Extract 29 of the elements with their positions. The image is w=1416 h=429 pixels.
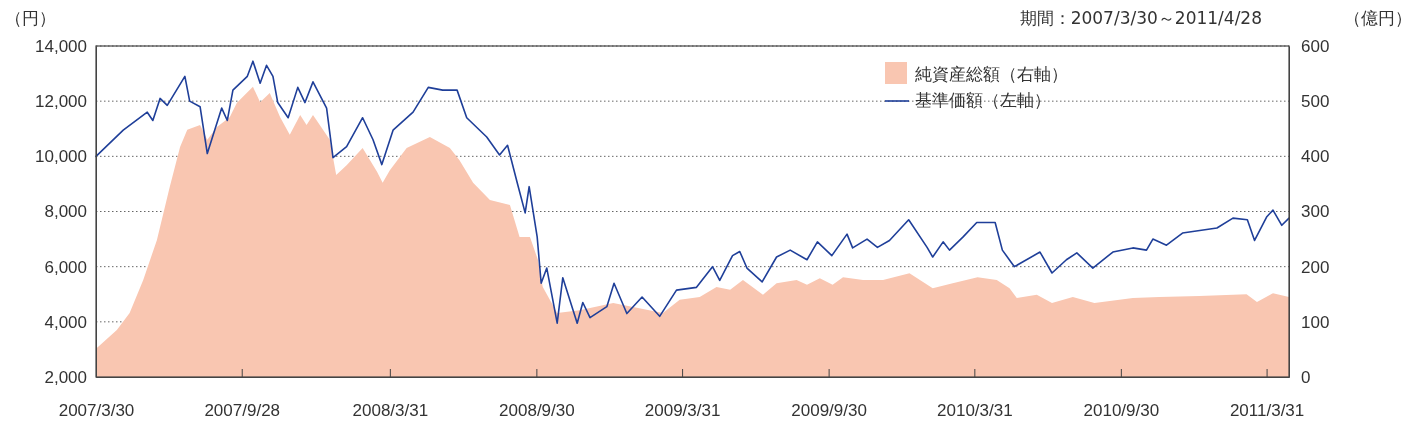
x-tick-label: 2008/3/31 xyxy=(352,401,429,421)
legend-label: 純資産総額（右軸） xyxy=(915,64,1068,84)
line-series xyxy=(95,60,1290,325)
y-tick-label: 8,000 xyxy=(44,202,87,222)
y-tick-label: 10,000 xyxy=(35,147,87,167)
x-tick-label: 2009/3/31 xyxy=(644,401,721,421)
x-tick-label: 2007/9/28 xyxy=(204,401,281,421)
x-tick-label: 2011/3/31 xyxy=(1229,401,1305,421)
y2-tick-label: 200 xyxy=(1301,257,1330,277)
y2-tick-label: 100 xyxy=(1301,312,1330,332)
y-tick-label: 4,000 xyxy=(44,312,87,332)
x-tick-label: 2009/9/30 xyxy=(791,401,867,421)
y-tick-label: 2,000 xyxy=(44,367,87,387)
x-tick-label: 2010/9/30 xyxy=(1083,401,1160,421)
y2-tick-label: 300 xyxy=(1301,202,1330,222)
y-tick-label: 6,000 xyxy=(44,257,87,277)
y2-tick-label: 400 xyxy=(1301,147,1330,167)
x-tick-label: 2007/3/30 xyxy=(58,401,135,421)
legend-label: 基準価額（左軸） xyxy=(915,90,1051,110)
y2-tick-label: 0 xyxy=(1301,367,1311,387)
y-tick-label: 14,000 xyxy=(35,36,87,56)
chart-subtitle: 期間：2007/3/30～2011/4/28 xyxy=(1019,8,1262,28)
y2-tick-label: 500 xyxy=(1301,92,1330,112)
y-tick-label: 12,000 xyxy=(35,92,87,112)
y-axis-title: （円） xyxy=(4,8,56,28)
y2-tick-label: 600 xyxy=(1301,36,1330,56)
x-tick-label: 2008/9/30 xyxy=(499,401,575,421)
y2-axis-title: （億円） xyxy=(1344,8,1412,28)
x-tick-label: 2010/3/31 xyxy=(937,401,1013,421)
